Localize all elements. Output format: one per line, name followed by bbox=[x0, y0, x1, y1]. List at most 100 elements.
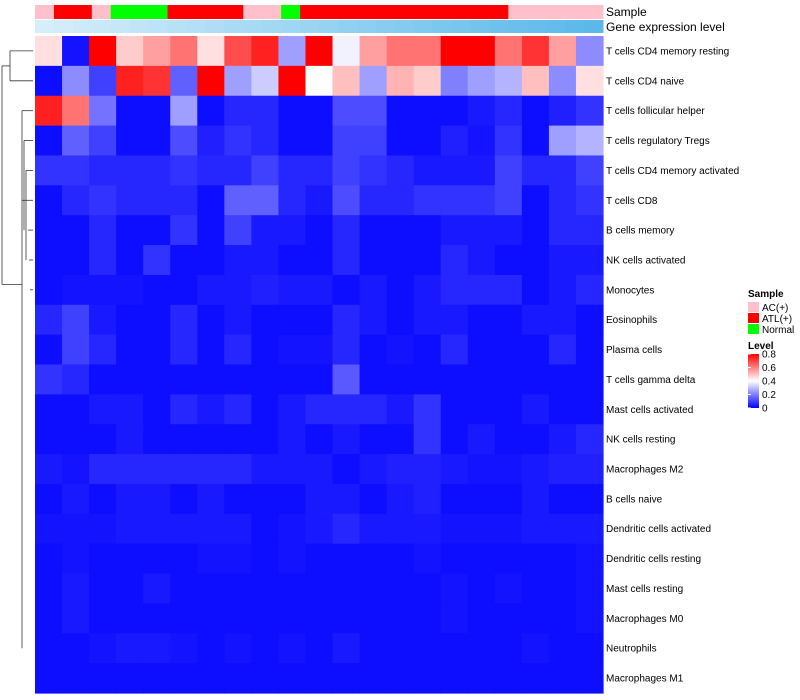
heatmap-cell bbox=[89, 573, 117, 605]
heatmap-cell bbox=[116, 245, 144, 276]
row-label: T cells CD8 bbox=[606, 196, 658, 207]
sample-annotation-cell bbox=[546, 5, 566, 19]
heatmap-cell bbox=[413, 633, 442, 664]
heatmap-cell bbox=[575, 304, 604, 336]
heatmap-cell bbox=[224, 603, 252, 634]
heatmap-cell bbox=[575, 155, 604, 186]
heatmap-cell bbox=[575, 36, 604, 67]
expression-annotation-cell bbox=[186, 20, 206, 33]
sample-annotation-cell bbox=[508, 5, 528, 19]
heatmap-cell bbox=[278, 334, 307, 366]
heatmap-cell bbox=[521, 125, 550, 157]
sample-annotation-cell bbox=[186, 5, 206, 19]
heatmap-cell bbox=[305, 394, 334, 425]
sample-annotation-cell bbox=[167, 5, 187, 19]
heatmap-cell bbox=[224, 245, 252, 276]
row-label: Mast cells activated bbox=[606, 405, 693, 416]
expression-annotation-cell bbox=[35, 20, 55, 33]
heatmap-cell bbox=[305, 454, 334, 485]
heatmap-cell bbox=[89, 185, 117, 216]
heatmap-cell bbox=[224, 663, 252, 694]
heatmap-cell bbox=[332, 543, 361, 575]
heatmap-cell bbox=[467, 185, 496, 216]
heatmap-cell bbox=[548, 274, 577, 306]
heatmap-cell bbox=[143, 36, 171, 67]
row-label: Eosinophils bbox=[606, 315, 657, 326]
heatmap-cell bbox=[197, 543, 225, 575]
heatmap-cell bbox=[575, 633, 604, 664]
heatmap-cell bbox=[224, 513, 252, 545]
heatmap-cell bbox=[305, 334, 334, 366]
heatmap-cell bbox=[386, 663, 415, 694]
heatmap-cell bbox=[278, 245, 307, 276]
heatmap-cell bbox=[89, 663, 117, 694]
heatmap-cell bbox=[386, 334, 415, 366]
heatmap-cell bbox=[224, 364, 252, 395]
heatmap-cell bbox=[170, 573, 198, 605]
expression-annotation-cell bbox=[243, 20, 263, 33]
heatmap-cell bbox=[35, 274, 63, 306]
heatmap-cell bbox=[116, 304, 144, 336]
sample-annotation-cell bbox=[224, 5, 244, 19]
sample-annotation-cell bbox=[451, 5, 471, 19]
row-dendrogram bbox=[1, 50, 33, 649]
expression-annotation-cell bbox=[53, 20, 74, 33]
heatmap-cell bbox=[332, 394, 361, 425]
heatmap-cell bbox=[386, 364, 415, 395]
heatmap-cell bbox=[413, 274, 442, 306]
expression-annotation-cell bbox=[91, 20, 112, 33]
heatmap-cell bbox=[494, 155, 523, 186]
heatmap-cell bbox=[89, 65, 117, 97]
heatmap-cell bbox=[89, 633, 117, 664]
heatmap-cell bbox=[35, 424, 63, 455]
heatmap-cell bbox=[116, 215, 144, 246]
heatmap-cell bbox=[224, 65, 252, 97]
legend-level-tick-label: 0.8 bbox=[762, 350, 776, 361]
heatmap-cell bbox=[35, 394, 63, 425]
expression-annotation-cell bbox=[470, 20, 490, 33]
heatmap-cell bbox=[251, 155, 280, 186]
heatmap-cell bbox=[521, 65, 550, 97]
heatmap-cell bbox=[170, 185, 198, 216]
heatmap-cell bbox=[251, 364, 280, 395]
heatmap-cell bbox=[521, 155, 550, 186]
heatmap-cell bbox=[521, 274, 550, 306]
heatmap-cell bbox=[359, 304, 388, 336]
heatmap-cell bbox=[278, 454, 307, 485]
heatmap-cell bbox=[440, 364, 469, 395]
heatmap-cell bbox=[386, 424, 415, 455]
heatmap-cell bbox=[494, 543, 523, 575]
heatmap-cell bbox=[143, 155, 171, 186]
expression-annotation-cell bbox=[129, 20, 150, 33]
heatmap-cell bbox=[575, 185, 604, 216]
heatmap-cell bbox=[116, 125, 144, 157]
sample-annotation-cell bbox=[53, 5, 74, 19]
heatmap-cell bbox=[224, 394, 252, 425]
heatmap-cell bbox=[143, 454, 171, 485]
heatmap-cell bbox=[467, 543, 496, 575]
heatmap-cell bbox=[251, 304, 280, 336]
heatmap-cell bbox=[170, 125, 198, 157]
heatmap-cell bbox=[332, 424, 361, 455]
heatmap-cell bbox=[35, 513, 63, 545]
heatmap-cell bbox=[521, 215, 550, 246]
sample-annotation-cell bbox=[584, 5, 604, 19]
heatmap-cell bbox=[494, 185, 523, 216]
heatmap-cell bbox=[359, 364, 388, 395]
heatmap-cell bbox=[278, 125, 307, 157]
heatmap-cell bbox=[548, 454, 577, 485]
heatmap-cell bbox=[440, 36, 469, 67]
heatmap-cell bbox=[89, 36, 117, 67]
heatmap-cell bbox=[116, 185, 144, 216]
heatmap-cell bbox=[440, 245, 469, 276]
heatmap-cell bbox=[251, 454, 280, 485]
row-label: Mast cells resting bbox=[606, 584, 683, 595]
heatmap-cell bbox=[170, 424, 198, 455]
heatmap-cell bbox=[251, 394, 280, 425]
legend-sample-label: Normal bbox=[762, 325, 794, 336]
heatmap-cell bbox=[62, 513, 90, 545]
heatmap-cell bbox=[197, 663, 225, 694]
heatmap-cell bbox=[548, 543, 577, 575]
row-label: Macrophages M2 bbox=[606, 465, 684, 476]
heatmap-cell bbox=[305, 663, 334, 694]
